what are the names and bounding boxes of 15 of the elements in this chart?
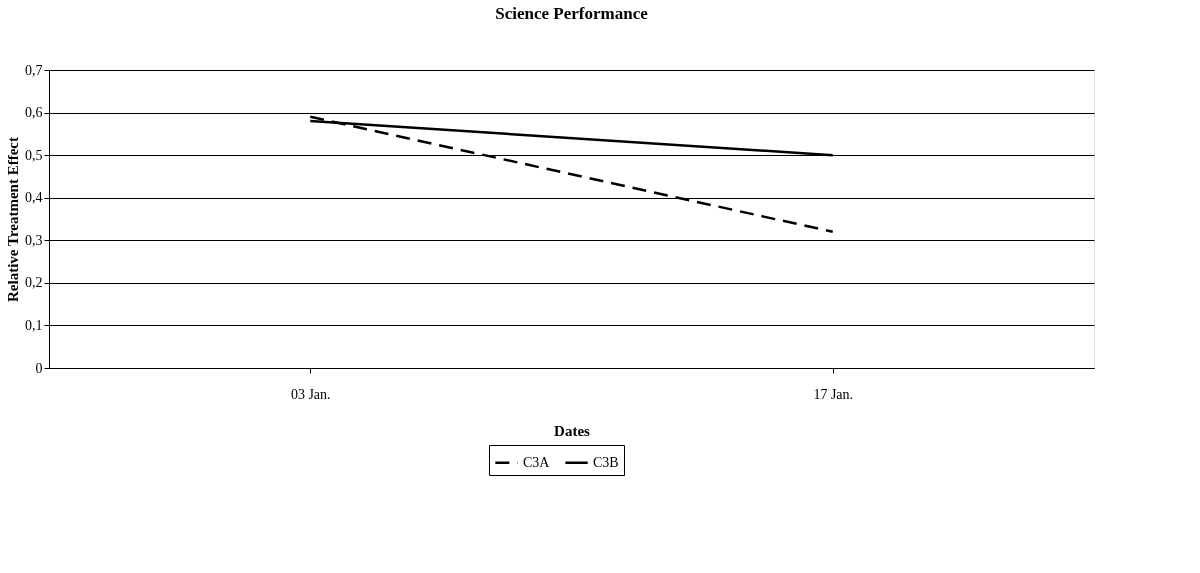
legend-label: C3B	[593, 454, 619, 470]
y-tick-label: 0,7	[25, 62, 43, 78]
y-tick-label: 0	[35, 360, 43, 376]
chart-title: Science Performance	[495, 4, 649, 23]
legend-label: C3A	[523, 454, 551, 470]
y-tick-label: 0,5	[25, 147, 43, 163]
x-tick-label: 03 Jan.	[290, 386, 331, 402]
y-tick-label: 0,6	[25, 105, 43, 121]
y-tick-label: 0,4	[25, 190, 43, 206]
y-tick-label: 0,1	[25, 317, 43, 333]
y-tick-label: 0,3	[25, 232, 43, 248]
y-tick-label: 0,2	[25, 275, 43, 291]
x-axis-title: Dates	[554, 422, 591, 439]
y-axis-title: Relative Treatment Effect	[5, 137, 21, 302]
x-tick-label: 17 Jan.	[813, 386, 854, 402]
